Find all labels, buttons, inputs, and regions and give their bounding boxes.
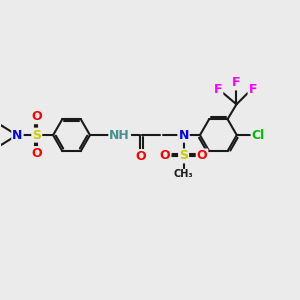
Text: N: N — [178, 129, 189, 142]
Text: CH₃: CH₃ — [174, 169, 194, 179]
Text: N: N — [12, 129, 22, 142]
Text: O: O — [32, 147, 42, 160]
Text: F: F — [249, 83, 257, 96]
Text: S: S — [32, 129, 41, 142]
Text: O: O — [160, 149, 170, 162]
Text: F: F — [214, 83, 222, 96]
Text: F: F — [232, 76, 241, 89]
Text: S: S — [179, 149, 188, 162]
Text: O: O — [135, 150, 146, 163]
Text: Cl: Cl — [252, 129, 265, 142]
Text: NH: NH — [109, 129, 130, 142]
Text: O: O — [32, 110, 42, 123]
Text: O: O — [197, 149, 207, 162]
